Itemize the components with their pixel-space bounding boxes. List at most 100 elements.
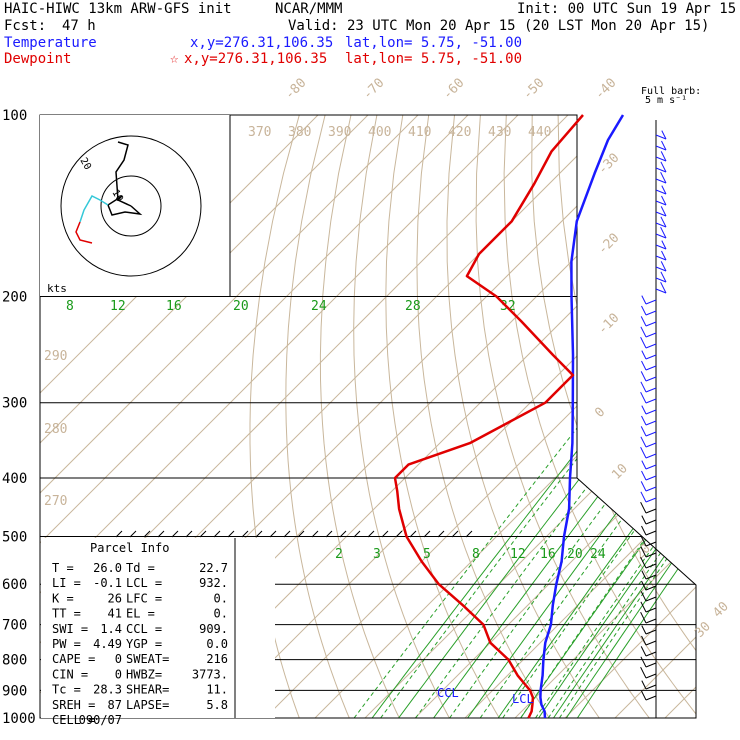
dry-adiabat: [416, 115, 550, 718]
dewpoint-xy: x,y=276.31,106.35: [184, 51, 327, 67]
parcel-info-value: TT =: [52, 607, 81, 621]
parcel-info-value: SHEAR=: [126, 683, 169, 697]
parcel-info-value: 0: [115, 652, 122, 666]
isotherm-label: -20: [595, 231, 622, 258]
forecast-label: Fcst:: [4, 18, 46, 34]
wind-barb-flag: [641, 515, 647, 525]
wind-barb-flag: [660, 271, 667, 283]
hodograph-trace-mid: [107, 195, 143, 216]
parcel-info-value: SREH =: [52, 698, 95, 712]
mixing-ratio-line: [433, 296, 696, 718]
wind-barb-flag: [640, 391, 647, 404]
wind-barb-flag: [640, 481, 647, 492]
valid-time: Valid: 23 UTC Mon 20 Apr 15 (20 LST Mon …: [288, 18, 709, 34]
wind-barb: [655, 134, 667, 140]
wind-barb-flag: [660, 161, 667, 173]
isotherm-line: [564, 115, 696, 718]
moist-adiabat: [380, 296, 696, 718]
parcel-info-value: 28.3: [93, 683, 122, 697]
isotherm-line: [40, 115, 469, 718]
parcel-info-value: 0.: [214, 607, 228, 621]
parcel-info-value: LFC =: [126, 591, 162, 605]
temperature-profile: [539, 114, 625, 719]
isotherm-line: [464, 115, 696, 718]
wind-barb-flag: [640, 436, 647, 448]
wind-barb-flag: [641, 580, 647, 591]
dry-adiabat: [713, 115, 740, 718]
wind-barb: [645, 607, 657, 613]
wind-barb: [655, 266, 667, 272]
hodograph-trace-red: [75, 221, 93, 244]
level-hatch: [143, 530, 151, 538]
wind-barb-flag: [640, 666, 647, 679]
ccl-label: CCL: [437, 686, 459, 700]
wind-barb: [645, 508, 657, 514]
wind-barb: [655, 156, 667, 162]
wind-barb-flag: [640, 491, 647, 503]
parcel-info-value: 41: [108, 607, 122, 621]
model-title: HAIC-HIWC 13km ARW-GFS init: [4, 1, 232, 17]
dry-adiabat: [319, 115, 400, 718]
isotherm-line: [514, 115, 696, 718]
dewpoint-latlon: lat,lon= 5.75, -51.00: [345, 51, 522, 67]
wind-barb: [655, 167, 667, 173]
wind-barb-flag: [661, 195, 667, 206]
wind-barb-flag: [641, 470, 647, 481]
parcel-info-value: CAPE =: [52, 652, 95, 666]
level-hatch: [451, 530, 459, 538]
wind-barb: [655, 244, 667, 250]
wind-barb-flag: [660, 261, 667, 272]
parcel-info-value: HWBZ=: [126, 667, 162, 681]
barb-legend-units: 5 m s⁻¹: [645, 95, 687, 106]
wind-barb: [645, 376, 657, 382]
hodograph: kts 20 10: [40, 115, 231, 296]
theta-label: 370: [248, 125, 271, 140]
wind-barb-flag: [640, 546, 647, 558]
dry-adiabat: [353, 115, 450, 718]
wind-barb-flag: [641, 570, 647, 580]
wind-barb: [655, 288, 667, 294]
mixing-ratio-label: 28: [405, 299, 421, 314]
level-hatch: [255, 530, 263, 538]
wind-barb-flag: [640, 336, 647, 349]
wind-barb: [645, 585, 657, 591]
temperature-legend: Temperature: [4, 35, 97, 51]
level-hatch: [129, 530, 137, 538]
parcel-info-value: 4.49: [93, 637, 122, 651]
parcel-info-value: 909.: [199, 622, 228, 636]
isotherm-line: [414, 115, 696, 718]
theta-label: 290: [44, 349, 67, 364]
dewpoint-profile: [393, 114, 584, 719]
level-hatch: [241, 530, 249, 538]
parcel-info-value: LI =: [52, 576, 81, 590]
parcel-info-value: CCL =: [126, 622, 162, 636]
wind-barb: [645, 398, 657, 404]
pressure-tick-label: 400: [2, 471, 27, 487]
wind-barb-flag: [660, 171, 667, 184]
mixing-ratio-line: [467, 296, 696, 718]
wind-barb: [655, 200, 667, 206]
wind-barb-flag: [640, 646, 647, 657]
wind-barb-flag: [640, 371, 647, 382]
wind-barb: [645, 519, 657, 525]
wind-barb: [645, 640, 657, 646]
wind-barb: [645, 442, 657, 448]
wind-barb-flag: [640, 326, 647, 338]
level-hatch: [409, 530, 417, 538]
level-hatch: [381, 530, 389, 538]
parcel-info-value: -0.1: [93, 576, 122, 590]
wind-barb: [645, 574, 657, 580]
isotherm-label: 40: [710, 599, 732, 621]
theta-label: 410: [408, 125, 431, 140]
parcel-info-value: EL =: [126, 607, 155, 621]
parcel-info-value: LCL =: [126, 576, 162, 590]
wind-barb-flag: [640, 381, 647, 393]
level-hatch: [227, 530, 235, 538]
parcel-info-value: 26.0: [93, 561, 122, 575]
wind-barb: [645, 365, 657, 371]
wind-barb-flag: [640, 501, 647, 514]
wind-barb: [655, 189, 667, 195]
wind-barb-flag: [661, 140, 667, 151]
wind-barb: [645, 486, 657, 492]
